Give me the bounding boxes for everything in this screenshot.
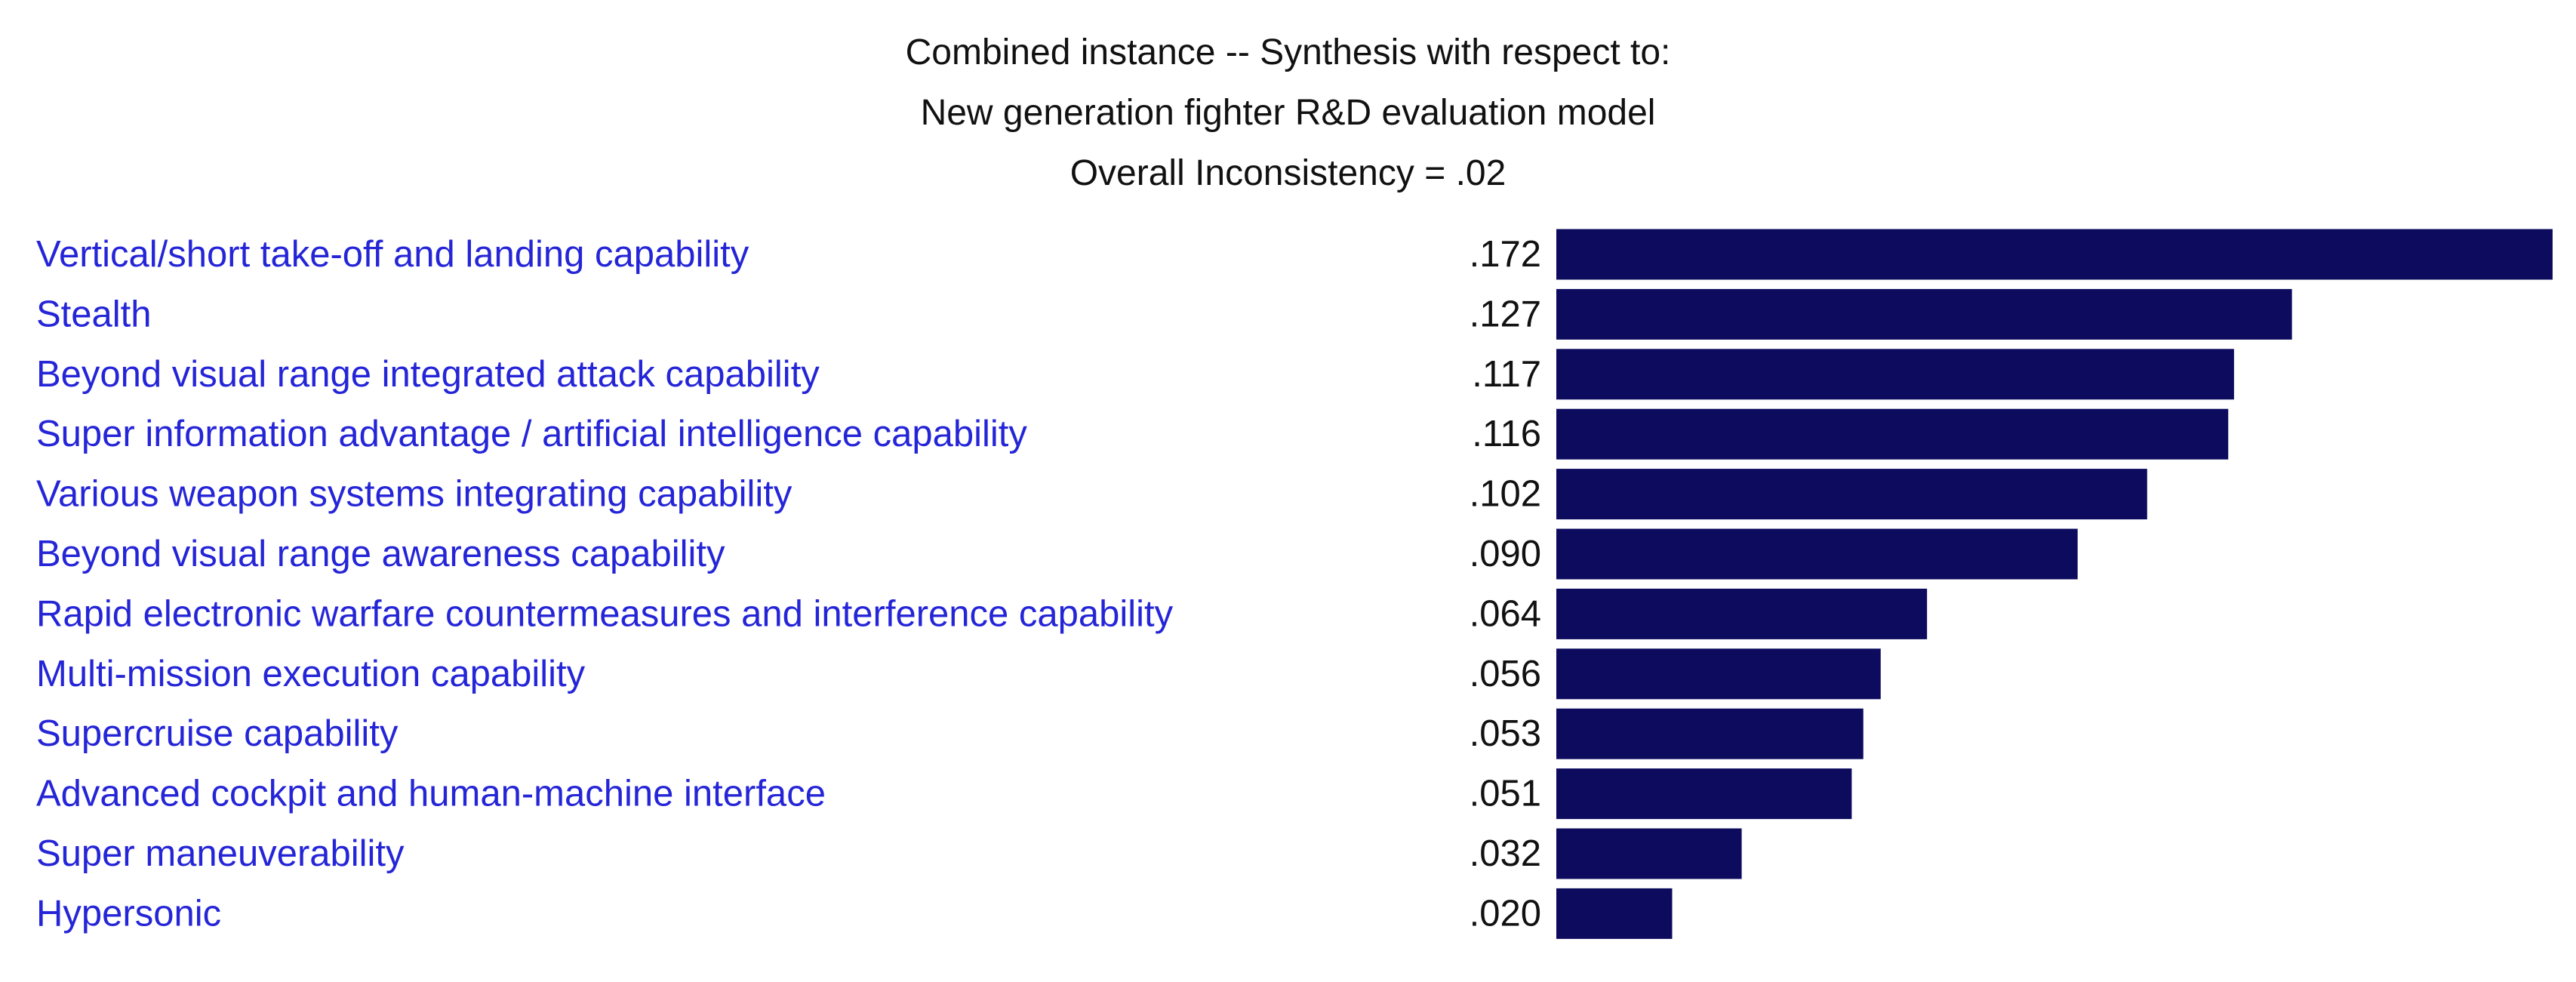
bar [1556, 288, 2292, 340]
bar [1556, 768, 1852, 820]
category-label: Multi-mission execution capability [36, 654, 586, 694]
value-label: .053 [1470, 713, 1541, 754]
bar [1556, 528, 2078, 580]
value-label: .032 [1470, 833, 1541, 874]
category-label: Various weapon systems integrating capab… [36, 474, 792, 515]
chart-header: Combined instance -- Synthesis with resp… [0, 23, 2576, 204]
value-label: .051 [1470, 774, 1541, 814]
bar [1556, 349, 2234, 400]
category-label: Advanced cockpit and human-machine inter… [36, 774, 826, 814]
value-label: .102 [1470, 474, 1541, 515]
bar [1556, 828, 1742, 879]
bar [1556, 648, 1881, 700]
category-label: Rapid electronic warfare countermeasures… [36, 593, 1174, 634]
value-label: .172 [1470, 234, 1541, 275]
value-label: .020 [1470, 893, 1541, 934]
bar [1556, 229, 2553, 280]
bar [1556, 888, 1673, 939]
category-label: Stealth [36, 294, 152, 334]
bar [1556, 408, 2229, 460]
bar-rows: Vertical/short take-off and landing capa… [36, 229, 2553, 939]
category-label: Supercruise capability [36, 713, 399, 754]
value-label: .064 [1470, 593, 1541, 634]
category-label: Beyond visual range integrated attack ca… [36, 354, 820, 395]
value-label: .056 [1470, 654, 1541, 694]
chart-title-line-2: New generation fighter R&D evaluation mo… [920, 93, 1656, 133]
chart-title-line-1: Combined instance -- Synthesis with resp… [905, 32, 1671, 72]
value-label: .117 [1472, 354, 1541, 395]
value-label: .090 [1470, 534, 1541, 574]
category-label: Super maneuverability [36, 833, 405, 874]
bar [1556, 588, 1928, 639]
category-label: Hypersonic [36, 893, 221, 934]
value-label: .116 [1472, 414, 1541, 454]
category-label: Super information advantage / artificial… [36, 414, 1027, 454]
category-label: Beyond visual range awareness capability [36, 534, 725, 574]
bar [1556, 708, 1864, 759]
category-label: Vertical/short take-off and landing capa… [36, 234, 749, 275]
inconsistency-line: Overall Inconsistency = .02 [1069, 153, 1507, 193]
bar [1556, 469, 2147, 520]
value-label: .127 [1470, 294, 1541, 334]
